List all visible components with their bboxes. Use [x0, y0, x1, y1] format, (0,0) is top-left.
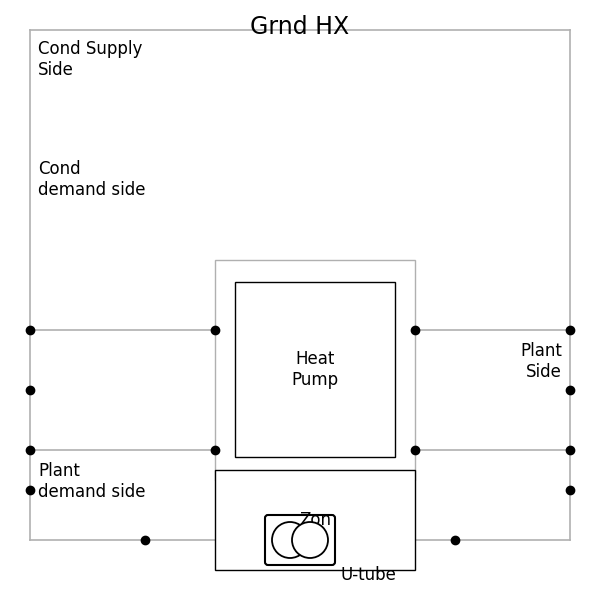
Text: Cond Supply
Side: Cond Supply Side: [38, 40, 142, 79]
Text: Plant
Side: Plant Side: [520, 342, 562, 381]
Bar: [215, 470, 415, 570]
Bar: [215, 260, 415, 480]
Text: Plant
demand side: Plant demand side: [38, 462, 146, 501]
Bar: [235, 282, 395, 457]
Text: Zon: Zon: [299, 511, 331, 529]
Text: Cond
demand side: Cond demand side: [38, 160, 146, 199]
Text: Heat
Pump: Heat Pump: [292, 350, 338, 389]
Circle shape: [272, 522, 308, 558]
Circle shape: [292, 522, 328, 558]
Text: Grnd HX: Grnd HX: [250, 15, 350, 39]
FancyBboxPatch shape: [265, 515, 335, 565]
Text: U-tube: U-tube: [340, 566, 396, 584]
